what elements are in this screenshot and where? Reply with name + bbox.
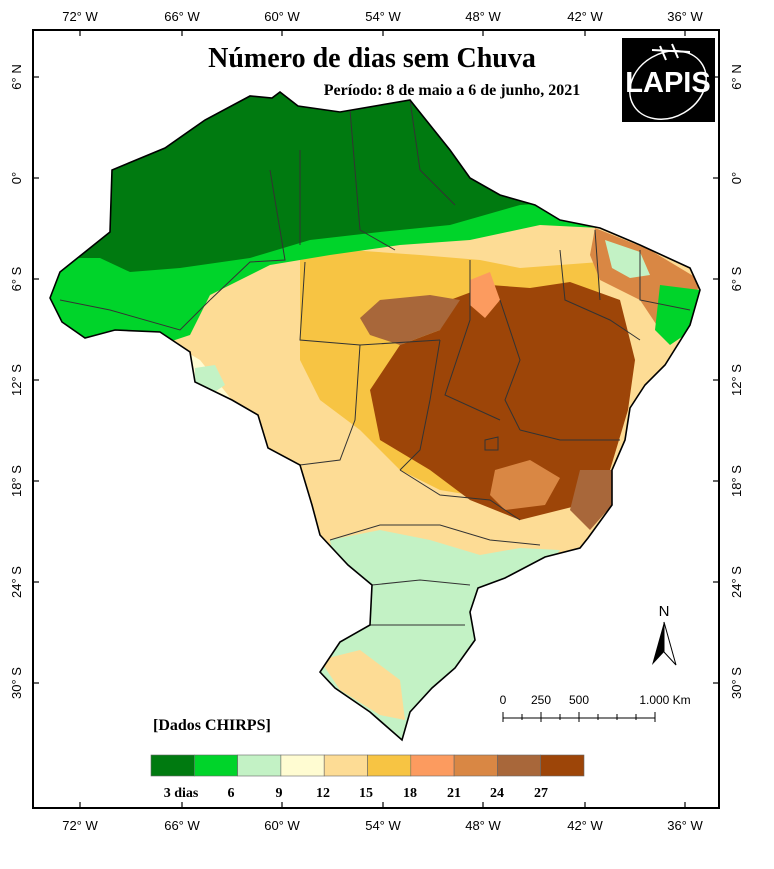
region-21-days-north: [470, 272, 500, 318]
scale-label: 500: [569, 693, 589, 707]
latitude-labels-right: 6° N 0° 6° S 12° S 18° S 24° S 30° S: [729, 64, 744, 699]
legend-swatch: [280, 754, 325, 777]
lat-label: 0°: [729, 172, 744, 184]
legend-swatch: [323, 754, 368, 777]
legend-label: 9: [276, 786, 283, 801]
legend-swatch: [194, 754, 238, 777]
longitude-labels-top: 72° W 66° W 60° W 54° W 48° W 42° W 36° …: [62, 9, 703, 24]
lat-label: 6° S: [729, 266, 744, 291]
legend-swatch: [367, 754, 412, 777]
lon-label: 54° W: [365, 9, 401, 24]
legend-swatch: [540, 754, 585, 777]
lon-label: 60° W: [264, 818, 300, 833]
lat-label: 12° S: [729, 364, 744, 396]
scale-bar: 0 250 500 1.000 Km: [500, 693, 691, 722]
state-borders: [59, 99, 691, 626]
map-subtitle: Período: 8 de maio a 6 de junho, 2021: [324, 82, 580, 99]
legend-label: 15: [359, 786, 373, 801]
legend-swatch: [237, 754, 282, 777]
lon-label: 66° W: [164, 818, 200, 833]
legend-label: 6: [228, 786, 235, 801]
lon-label: 42° W: [567, 9, 603, 24]
scale-label: 250: [531, 693, 551, 707]
lat-label: 12° S: [9, 364, 24, 396]
logo-text: LAPIS: [625, 67, 710, 99]
lon-label: 66° W: [164, 9, 200, 24]
legend-labels: 3 dias 6 9 12 15 18 21 24 27: [164, 786, 548, 801]
data-source-label: [Dados CHIRPS]: [153, 717, 271, 734]
region-24-days-west: [360, 295, 460, 345]
lat-label: 0°: [9, 172, 24, 184]
lon-label: 60° W: [264, 9, 300, 24]
legend-color-bar: [150, 754, 585, 777]
legend-label: 24: [490, 786, 504, 801]
north-arrow-icon: [652, 622, 664, 665]
lon-label: 72° W: [62, 818, 98, 833]
region-15-days-south: [320, 650, 405, 720]
region-9-days-northeast: [605, 240, 650, 278]
lon-label: 42° W: [567, 818, 603, 833]
lon-label: 72° W: [62, 9, 98, 24]
lat-label: 24° S: [9, 566, 24, 598]
lat-label: 24° S: [729, 566, 744, 598]
lat-label: 6° S: [9, 266, 24, 291]
lon-label: 48° W: [465, 818, 501, 833]
lat-label: 30° S: [9, 667, 24, 699]
graticule-ticks: [33, 30, 719, 808]
lon-label: 36° W: [667, 9, 703, 24]
legend-swatch: [150, 754, 195, 777]
region-24-days-coast: [570, 470, 612, 530]
legend-label: 12: [316, 786, 330, 801]
longitude-labels-bottom: 72° W 66° W 60° W 54° W 48° W 42° W 36° …: [62, 818, 703, 833]
legend-swatch: [410, 754, 455, 777]
lon-label: 36° W: [667, 818, 703, 833]
lat-label: 30° S: [729, 667, 744, 699]
north-arrow: N: [652, 603, 677, 666]
region-27-days: [370, 282, 635, 520]
lon-label: 54° W: [365, 818, 401, 833]
legend-swatch: [453, 754, 498, 777]
legend-label: 3 dias: [164, 786, 199, 801]
lapis-logo: LAPIS: [622, 38, 715, 122]
legend-label: 18: [403, 786, 417, 801]
lat-label: 6° N: [729, 64, 744, 89]
lon-label: 48° W: [465, 9, 501, 24]
lat-label: 18° S: [729, 465, 744, 497]
scale-label: 1.000 Km: [639, 693, 690, 707]
region-24-days-southeast: [490, 460, 560, 510]
north-label: N: [659, 603, 670, 620]
legend-swatch: [497, 754, 541, 777]
map-title: Número de dias sem Chuva: [208, 43, 536, 74]
legend-label: 21: [447, 786, 461, 801]
lat-label: 6° N: [9, 64, 24, 89]
orbit-icon: [629, 50, 707, 120]
scale-label: 0: [500, 693, 507, 707]
latitude-labels-left: 6° N 0° 6° S 12° S 18° S 24° S 30° S: [9, 64, 24, 699]
lat-label: 18° S: [9, 465, 24, 497]
legend-label: 27: [534, 786, 548, 801]
